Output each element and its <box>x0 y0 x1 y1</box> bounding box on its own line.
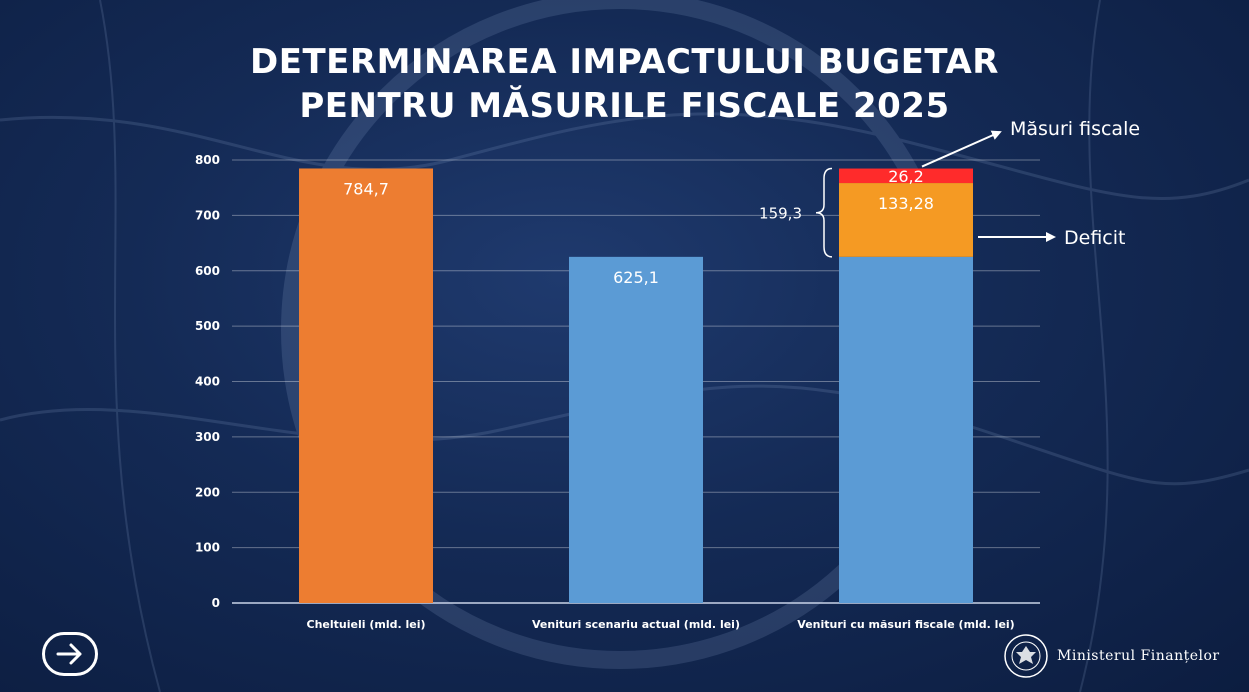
y-tick-label: 100 <box>195 541 220 555</box>
y-tick-label: 700 <box>195 208 220 222</box>
deficit-label: Deficit <box>1064 227 1125 249</box>
x-tick-label: Venituri scenariu actual (mld. lei) <box>532 618 740 631</box>
government-seal-icon <box>1004 634 1048 678</box>
data-label: 26,2 <box>888 167 924 186</box>
bar-segment <box>839 183 973 257</box>
brace <box>815 167 833 258</box>
annotations: 159,3 Măsuri fiscale Deficit <box>759 118 1140 258</box>
brace-label: 159,3 <box>759 205 802 223</box>
y-tick-label: 600 <box>195 264 220 278</box>
y-tick-label: 400 <box>195 375 220 389</box>
bar-segment <box>839 168 973 184</box>
bar-segment <box>569 256 703 603</box>
next-slide-button[interactable] <box>42 632 98 676</box>
ministry-logo: Ministerul Finanțelor <box>1003 632 1220 680</box>
data-label: 133,28 <box>878 194 934 213</box>
title-line-1: DETERMINAREA IMPACTULUI BUGETAR <box>250 42 999 82</box>
ministry-name: Ministerul Finanțelor <box>1057 648 1220 664</box>
y-tick-label: 300 <box>195 430 220 444</box>
y-tick-label: 0 <box>212 596 220 610</box>
bar-segment <box>299 168 433 603</box>
data-label: 625,1 <box>613 268 659 287</box>
title-line-2: PENTRU MĂSURILE FISCALE 2025 <box>299 86 950 126</box>
bar-segment <box>839 256 973 603</box>
x-tick-label: Venituri cu măsuri fiscale (mld. lei) <box>797 618 1014 631</box>
y-tick-label: 500 <box>195 319 220 333</box>
masuri-fiscale-label: Măsuri fiscale <box>1010 118 1140 140</box>
y-tick-label: 800 <box>195 153 220 167</box>
x-tick-label: Cheltuieli (mld. lei) <box>307 618 426 631</box>
bars: 784,7 625,1 133,28 26,2 Cheltuieli (mld. lei… <box>299 167 1015 631</box>
arrow-right-icon <box>56 643 82 665</box>
y-tick-label: 200 <box>195 485 220 499</box>
page-title: DETERMINAREA IMPACTULUI BUGETAR PENTRU M… <box>0 40 1249 128</box>
masuri-arrow <box>921 130 1002 168</box>
data-label: 784,7 <box>343 179 389 198</box>
